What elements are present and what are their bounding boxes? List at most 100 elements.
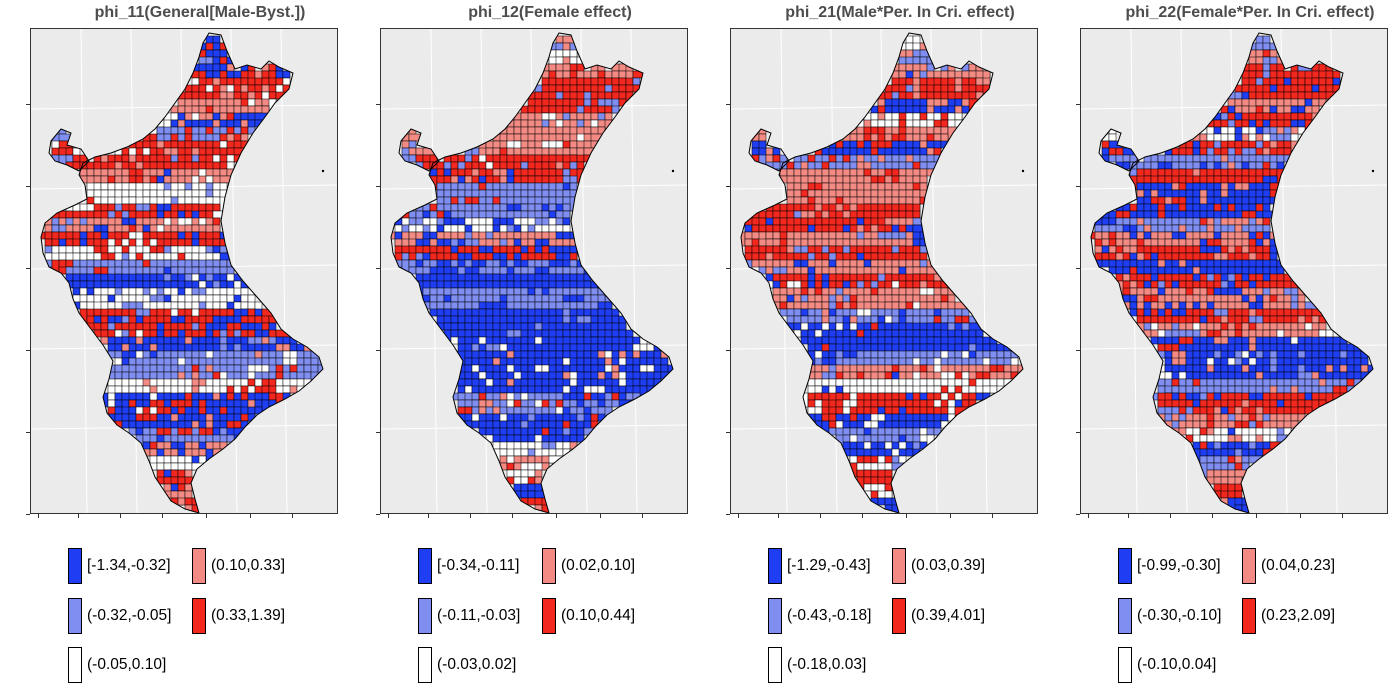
municipality: [884, 231, 893, 240]
municipality: [1318, 77, 1327, 86]
municipality: [534, 364, 543, 373]
municipality: [905, 119, 914, 128]
municipality: [233, 378, 242, 387]
municipality: [170, 175, 179, 184]
municipality: [177, 399, 186, 408]
municipality: [870, 287, 879, 296]
legend-label: (0.02,0.10]: [561, 557, 636, 574]
municipality: [485, 245, 494, 254]
municipality: [226, 84, 235, 93]
municipality: [198, 133, 207, 142]
municipality: [191, 399, 200, 408]
municipality: [940, 378, 949, 387]
municipality: [1248, 77, 1257, 86]
municipality: [919, 357, 928, 366]
municipality: [863, 476, 872, 485]
municipality: [86, 238, 95, 247]
municipality: [177, 315, 186, 324]
municipality: [149, 441, 158, 450]
municipality: [1157, 273, 1166, 282]
municipality: [156, 189, 165, 198]
municipality: [191, 161, 200, 170]
municipality: [471, 343, 480, 352]
municipality: [520, 455, 529, 464]
municipality: [548, 252, 557, 261]
municipality: [1178, 161, 1187, 170]
municipality: [464, 280, 473, 289]
municipality: [548, 287, 557, 296]
municipality: [156, 364, 165, 373]
municipality: [450, 168, 459, 177]
municipality: [744, 245, 753, 254]
municipality: [947, 315, 956, 324]
municipality: [114, 392, 123, 401]
municipality: [877, 287, 886, 296]
municipality: [772, 245, 781, 254]
municipality: [65, 147, 74, 156]
municipality: [1255, 238, 1264, 247]
municipality: [548, 84, 557, 93]
municipality: [1269, 63, 1278, 72]
municipality: [555, 189, 564, 198]
municipality: [842, 294, 851, 303]
municipality: [107, 294, 116, 303]
municipality: [1241, 287, 1250, 296]
municipality: [513, 427, 522, 436]
municipality: [156, 462, 165, 471]
municipality: [562, 161, 571, 170]
municipality: [807, 203, 816, 212]
municipality: [891, 210, 900, 219]
municipality: [807, 182, 816, 191]
municipality: [156, 266, 165, 275]
municipality: [1318, 329, 1327, 338]
municipality: [513, 287, 522, 296]
municipality: [912, 308, 921, 317]
municipality: [219, 49, 228, 58]
municipality: [653, 371, 662, 380]
municipality: [135, 161, 144, 170]
municipality: [786, 189, 795, 198]
municipality: [765, 259, 774, 268]
municipality: [1241, 301, 1250, 310]
municipality: [219, 427, 228, 436]
municipality: [499, 441, 508, 450]
legend-label: (-0.18,0.03]: [787, 656, 867, 673]
municipality: [1255, 91, 1264, 100]
municipality: [177, 441, 186, 450]
municipality: [1297, 84, 1306, 93]
municipality: [1269, 105, 1278, 114]
municipality: [205, 56, 214, 65]
municipality: [1157, 315, 1166, 324]
municipality: [149, 280, 158, 289]
municipality: [884, 140, 893, 149]
municipality: [807, 175, 816, 184]
municipality: [555, 413, 564, 422]
municipality: [478, 259, 487, 268]
x-axis-tick: [428, 514, 429, 518]
municipality: [1199, 245, 1208, 254]
municipality: [863, 238, 872, 247]
municipality: [443, 168, 452, 177]
municipality: [212, 189, 221, 198]
municipality: [849, 182, 858, 191]
municipality: [1234, 196, 1243, 205]
municipality: [1129, 210, 1138, 219]
municipality: [884, 189, 893, 198]
municipality: [1122, 231, 1131, 240]
municipality: [1178, 329, 1187, 338]
municipality: [163, 448, 172, 457]
municipality: [233, 91, 242, 100]
municipality: [1143, 245, 1152, 254]
municipality: [1143, 252, 1152, 261]
municipality: [1199, 336, 1208, 345]
municipality: [541, 77, 550, 86]
municipality: [135, 322, 144, 331]
municipality: [310, 371, 319, 387]
municipality: [121, 420, 130, 429]
municipality: [1241, 217, 1250, 226]
municipality: [492, 441, 501, 450]
municipality: [1248, 315, 1257, 324]
municipality: [912, 273, 921, 282]
municipality: [1213, 231, 1222, 240]
municipality: [177, 469, 186, 478]
